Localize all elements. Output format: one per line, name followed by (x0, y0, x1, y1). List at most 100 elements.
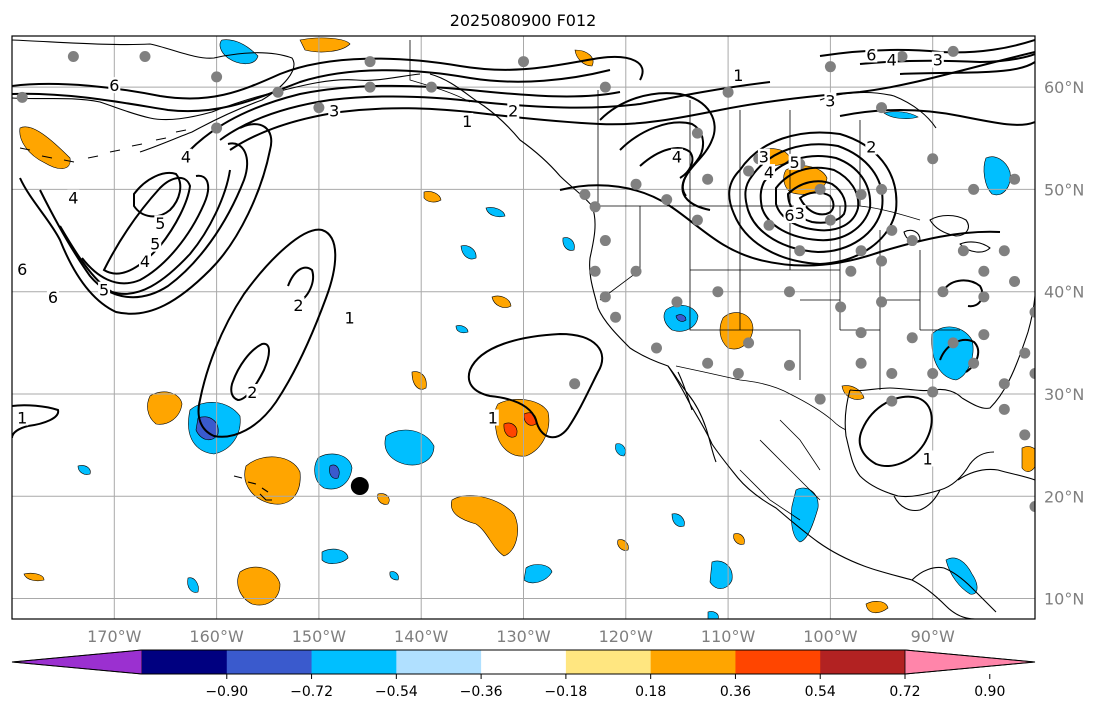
hawaiian-islands (233, 475, 272, 501)
contour-label: 2 (508, 102, 518, 121)
contour-line (839, 109, 1035, 126)
station-dot (978, 265, 990, 277)
contour-label-mask (246, 383, 259, 400)
fill-patch-purple (329, 464, 340, 479)
station-dot (845, 265, 857, 277)
hudson-bay (819, 92, 937, 129)
longitude-tick-label: 170°W (87, 627, 142, 646)
contour-label: 3 (795, 204, 805, 223)
longitude-tick-label: 110°W (701, 627, 756, 646)
station-dot (1060, 419, 1071, 430)
station-dot (630, 265, 642, 277)
colorbar-tick-label: 0.54 (805, 684, 836, 700)
contour-label: 3 (825, 91, 835, 110)
contour-label: 1 (488, 409, 498, 428)
aleutian-islands (19, 129, 187, 163)
alaska-coastline (12, 39, 421, 153)
contour-line (899, 61, 1035, 75)
colorbar-tick-label: −0.72 (290, 684, 333, 700)
station-dot (896, 50, 908, 62)
station-dot (876, 296, 888, 308)
station-dot (783, 359, 795, 371)
station-dot (425, 81, 437, 93)
longitude-tick-label: 90°W (911, 627, 955, 646)
station-dot (67, 50, 79, 62)
station-dot (16, 91, 28, 103)
colorbar-bin (735, 650, 821, 674)
contour-label-mask (783, 207, 796, 224)
contour-label-mask (788, 153, 801, 170)
latitude-tick-label: 50°N (1044, 180, 1084, 199)
fill-patch-blue (460, 245, 477, 260)
station-dot (1050, 348, 1061, 359)
fill-patch-orange (23, 572, 45, 582)
station-dot (702, 173, 714, 185)
station-dot (661, 194, 673, 206)
station-layer (16, 45, 1071, 512)
storm-center-marker (350, 477, 369, 496)
contour-line (19, 123, 273, 315)
station-dot (876, 255, 888, 267)
colorbar: −0.90 −0.72 −0.54 −0.36 −0.18 0.18 0.36 0.54 0.7… (11, 649, 1036, 700)
contour-label: 3 (933, 51, 943, 70)
contour-line (230, 342, 270, 402)
fill-patch-blue (523, 564, 553, 584)
station-dot (691, 214, 703, 226)
mexico-state-lines (739, 419, 821, 521)
station-dot (518, 56, 529, 68)
colorbar-tick-label: −0.18 (544, 684, 587, 700)
contour-line (59, 169, 231, 295)
contour-label-mask (824, 92, 837, 109)
station-dot (364, 81, 376, 93)
latitude-tick-label: 20°N (1044, 487, 1084, 506)
contour-label-mask (757, 148, 770, 165)
fill-patch-red (503, 422, 518, 438)
colorbar-outline (11, 649, 1036, 675)
station-dot (691, 127, 703, 139)
map-frame (11, 35, 1036, 620)
contour-line (133, 172, 182, 218)
contour-label-mask (16, 261, 29, 278)
contour-label-mask (793, 204, 806, 221)
station-dot (599, 81, 611, 93)
contour-label: 4 (140, 252, 150, 271)
longitude-tick-label: 100°W (803, 627, 858, 646)
station-dot (978, 329, 990, 341)
station-dot (968, 357, 980, 369)
contour-line (775, 166, 860, 232)
colorbar-tick-label: 0.36 (720, 684, 751, 700)
station-dot (579, 189, 591, 201)
contour-line (12, 69, 611, 113)
colorbar-bin (565, 650, 652, 674)
station-dot (927, 386, 939, 398)
station-dot (937, 286, 949, 298)
station-dot (794, 245, 806, 257)
station-dot (824, 61, 836, 73)
fill-patch-blue (983, 156, 1011, 196)
contour-label-mask (763, 164, 776, 181)
contour-label: 4 (764, 163, 774, 182)
contour-label: 6 (109, 76, 119, 95)
fill-patch-blue (455, 325, 469, 334)
station-dot (569, 378, 581, 390)
contour-label: 1 (344, 308, 354, 327)
alaska-canada-border (409, 40, 471, 103)
contour-label: 1 (17, 409, 27, 428)
contour-label: 6 (17, 260, 27, 279)
contour-label-mask (67, 189, 80, 206)
contour-label-mask (46, 288, 59, 305)
latitude-tick-labels: 60°N 50°N 40°N 30°N 20°N 10°N (1044, 78, 1084, 608)
contour-label: 5 (99, 281, 109, 300)
colorbar-tick-label: 0.72 (889, 684, 920, 700)
station-dot (712, 286, 724, 298)
contour-label-mask (885, 51, 898, 68)
station-dot (927, 368, 939, 380)
contour-label-mask (732, 66, 745, 83)
station-dot (957, 245, 969, 257)
fill-patch-blue (709, 560, 733, 589)
anomaly-fill-layer (19, 37, 1035, 619)
contour-label: 1 (922, 449, 932, 468)
contour-label: 1 (733, 66, 743, 85)
station-dot (364, 56, 376, 68)
